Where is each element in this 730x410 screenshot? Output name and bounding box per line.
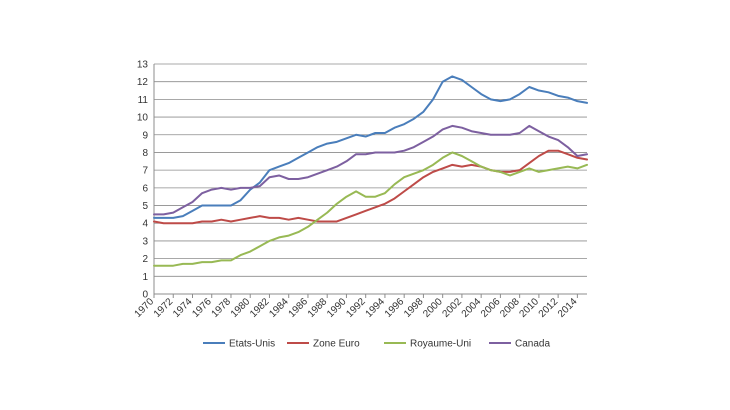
legend-label: Etats-Unis: [229, 339, 275, 350]
x-tick-label: 1982: [248, 296, 272, 320]
legend-label: Zone Euro: [313, 339, 360, 350]
y-tick-label: 8: [142, 148, 148, 159]
series-line: [153, 151, 588, 267]
x-tick-label: 1994: [364, 296, 388, 320]
y-tick-label: 0: [142, 290, 148, 301]
x-tick-label: 1980: [229, 296, 253, 320]
x-tick-label: 2004: [460, 296, 484, 320]
y-tick-label: 2: [142, 254, 148, 265]
y-tick-label: 7: [142, 166, 148, 177]
x-tick-label: 2014: [556, 296, 580, 320]
x-tick-label: 1992: [344, 296, 368, 320]
x-tick-label: 1974: [171, 296, 195, 320]
y-tick-label: 13: [137, 60, 149, 71]
y-tick-label: 4: [142, 219, 148, 230]
legend-label: Canada: [515, 339, 550, 350]
x-tick-label: 1998: [402, 296, 426, 320]
x-tick-label: 1970: [133, 296, 157, 320]
x-tick-label: 2000: [421, 296, 445, 320]
x-tick-label: 1978: [210, 296, 234, 320]
series-line: [153, 149, 588, 225]
line-chart: 0 1 2 3 4 5 6 7 8 9 10 11 12 13 1970 1972 1974 1976 1978 1…: [128, 40, 598, 370]
x-tick-label: 2002: [441, 296, 465, 320]
x-tick-label: 2010: [517, 296, 541, 320]
x-axis-tick-labels: 1970197219741976197819801982198419861988…: [133, 296, 580, 320]
y-tick-label: 12: [137, 77, 149, 88]
x-tick-label: 2006: [479, 296, 503, 320]
x-tick-label: 2012: [537, 296, 561, 320]
y-tick-label: 9: [142, 130, 148, 141]
x-tick-label: 1988: [306, 296, 330, 320]
axes: [153, 64, 587, 298]
y-tick-label: 5: [142, 201, 148, 212]
x-tick-label: 1976: [190, 296, 214, 320]
series-line: [153, 124, 588, 216]
x-tick-label: 1996: [383, 296, 407, 320]
series-line: [153, 75, 588, 219]
x-tick-label: 1990: [325, 296, 349, 320]
y-tick-label: 6: [142, 183, 148, 194]
series-lines: [153, 75, 588, 267]
x-tick-label: 1972: [152, 296, 176, 320]
y-tick-label: 10: [137, 113, 149, 124]
legend-label: Royaume-Uni: [410, 339, 471, 350]
y-tick-label: 3: [142, 236, 148, 247]
y-tick-label: 11: [138, 95, 149, 106]
x-tick-label: 1986: [287, 296, 311, 320]
legend: Etats-Unis Zone Euro Royaume-Uni Canada: [203, 339, 550, 350]
y-tick-label: 1: [142, 272, 148, 283]
x-tick-label: 1984: [267, 296, 291, 320]
x-tick-label: 2008: [498, 296, 522, 320]
